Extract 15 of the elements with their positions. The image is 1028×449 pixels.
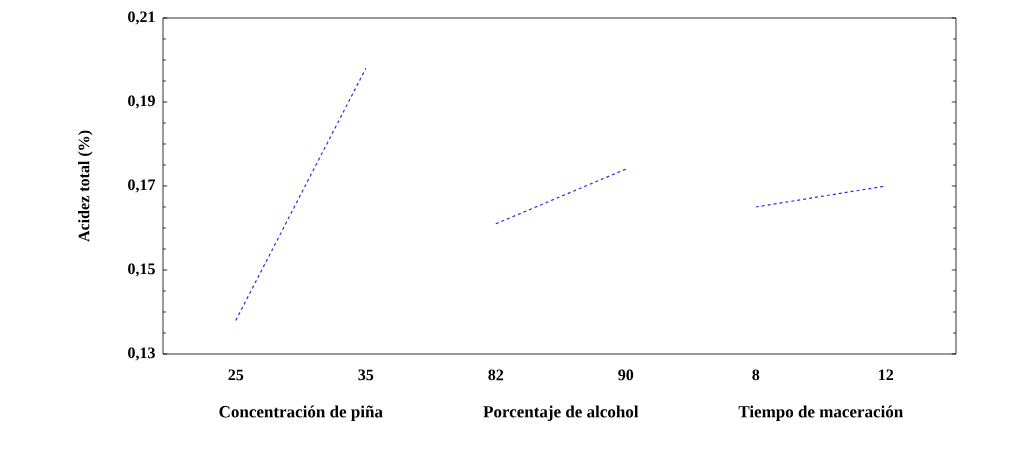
y-axis-title: Acidez total (%) — [78, 130, 93, 242]
y-tick-label: 0,21 — [128, 11, 155, 25]
x-tick-label: 12 — [879, 369, 894, 381]
x-tick-label: 35 — [358, 369, 374, 381]
x-tick-label: 8 — [752, 369, 760, 381]
x-tick-label: 82 — [488, 369, 504, 381]
text: Concentración de piña — [219, 405, 383, 421]
x-tick-label: 90 — [618, 369, 634, 381]
x-tick-label: 25 — [228, 369, 244, 381]
text: Porcentaje de alcohol — [483, 405, 639, 421]
y-tick-label: 0,13 — [128, 347, 155, 361]
y-tick-label: 0,19 — [128, 95, 155, 109]
y-tick-label: 0,17 — [128, 179, 156, 193]
y-tick-label: 0,15 — [128, 263, 155, 277]
text: Tiempo de maceración — [738, 405, 903, 421]
